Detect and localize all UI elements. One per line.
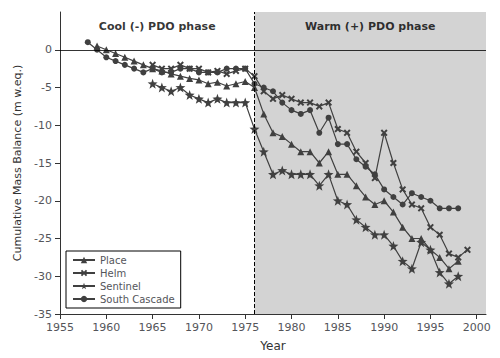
svg-text:South Cascade: South Cascade xyxy=(100,294,175,305)
svg-text:-30: -30 xyxy=(34,270,52,283)
svg-text:-25: -25 xyxy=(34,232,52,245)
svg-text:-5: -5 xyxy=(41,81,52,94)
svg-text:1980: 1980 xyxy=(278,321,306,334)
svg-text:-15: -15 xyxy=(34,157,52,170)
svg-text:1965: 1965 xyxy=(139,321,167,334)
svg-text:Year: Year xyxy=(259,339,285,353)
svg-text:Cumulative Mass Balance (m w.e: Cumulative Mass Balance (m w.eq.) xyxy=(11,65,24,261)
svg-text:1995: 1995 xyxy=(416,321,444,334)
svg-text:2000: 2000 xyxy=(463,321,491,334)
svg-text:0: 0 xyxy=(45,43,52,56)
svg-text:Cool (-) PDO phase: Cool (-) PDO phase xyxy=(99,20,216,33)
svg-text:Place: Place xyxy=(100,255,127,266)
svg-text:1985: 1985 xyxy=(324,321,352,334)
svg-text:Helm: Helm xyxy=(100,268,126,279)
svg-text:-20: -20 xyxy=(34,194,52,207)
svg-text:Warm (+) PDO phase: Warm (+) PDO phase xyxy=(305,20,436,33)
svg-text:Sentinel: Sentinel xyxy=(100,281,141,292)
svg-text:1970: 1970 xyxy=(185,321,213,334)
svg-text:-35: -35 xyxy=(34,308,52,321)
svg-text:1955: 1955 xyxy=(46,321,74,334)
svg-text:1960: 1960 xyxy=(92,321,120,334)
svg-text:-10: -10 xyxy=(34,119,52,132)
svg-text:1990: 1990 xyxy=(370,321,398,334)
svg-text:1975: 1975 xyxy=(231,321,259,334)
